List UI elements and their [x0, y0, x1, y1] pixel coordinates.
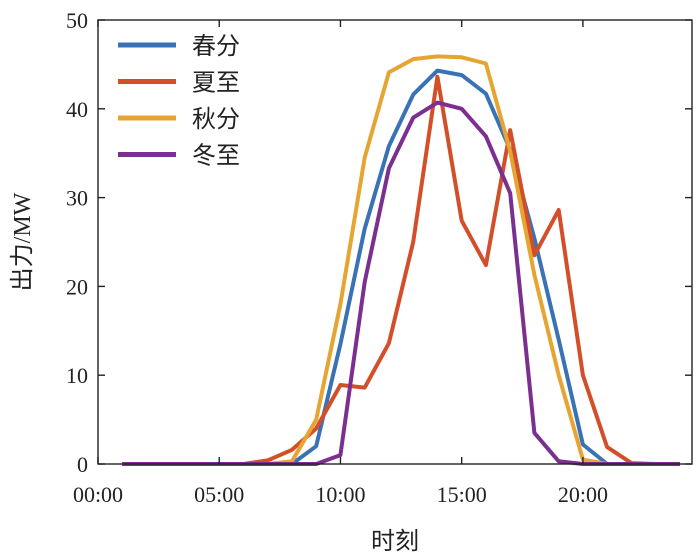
- legend-label: 夏至: [192, 71, 240, 97]
- x-tick-label: 15:00: [437, 482, 487, 507]
- y-tick-label: 0: [77, 452, 88, 477]
- y-tick-label: 30: [66, 186, 88, 211]
- legend-label: 冬至: [192, 143, 240, 170]
- plot-frame: [97, 19, 693, 465]
- y-axis-label: 出力/MW: [9, 192, 36, 291]
- legend-label: 春分: [192, 33, 240, 60]
- x-tick-label: 20:00: [558, 482, 608, 507]
- y-tick-label: 20: [66, 274, 88, 299]
- y-tick-label: 50: [66, 8, 88, 33]
- y-tick-label: 40: [66, 97, 88, 122]
- legend-label: 秋分: [192, 106, 240, 133]
- x-tick-label: 05:00: [194, 482, 244, 507]
- y-tick-label: 10: [66, 363, 88, 388]
- x-tick-label: 10:00: [315, 482, 365, 507]
- series-line-2: [122, 74, 680, 466]
- x-tick-label: 00:00: [73, 482, 123, 507]
- x-axis-label: 时刻: [371, 528, 419, 555]
- axis-ticks: 00:00 05:00 10:00 15:00 20:00 0 10 20 30 40 50: [66, 8, 692, 507]
